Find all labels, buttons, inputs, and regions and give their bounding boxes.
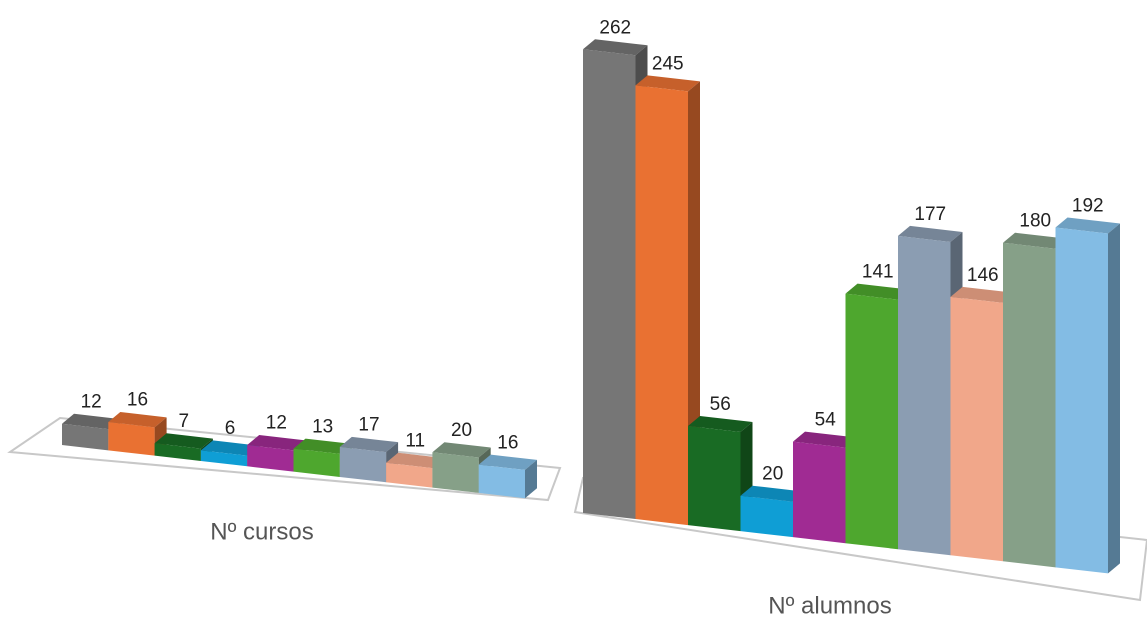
bar (200, 450, 248, 467)
bar-top (1055, 217, 1120, 234)
data-label: 54 (815, 410, 837, 431)
bar-top (200, 440, 260, 456)
bar (950, 296, 1003, 562)
bar-top (793, 431, 858, 448)
data-label: 12 (81, 391, 102, 412)
bar (898, 235, 951, 556)
data-label: 6 (225, 418, 236, 439)
bar-top (688, 415, 753, 432)
data-label: 245 (652, 53, 684, 74)
bar (62, 423, 109, 451)
category-label: Nº cursos (210, 518, 313, 545)
bar-top (62, 413, 121, 430)
data-label: 7 (178, 411, 189, 432)
bar-top (845, 283, 910, 300)
bar-top (247, 435, 306, 451)
data-label: 146 (967, 265, 999, 286)
bars: 12 16 7 6 12 13 17 11 20 16 262 245 56 20 54 141 177 146 1… (62, 17, 1120, 574)
bar (339, 446, 387, 483)
bar (688, 425, 741, 532)
bar-side (1108, 223, 1120, 574)
data-label: 20 (762, 464, 783, 485)
data-label: 56 (710, 394, 731, 415)
data-label: 180 (1019, 211, 1051, 232)
bar-top (635, 75, 700, 92)
bar (583, 49, 636, 520)
bar-top (108, 412, 167, 428)
data-label: 17 (358, 415, 379, 436)
bar (432, 452, 479, 493)
data-label: 13 (312, 416, 333, 437)
bar-top (478, 454, 537, 470)
data-label: 11 (405, 430, 425, 451)
data-label: 192 (1072, 196, 1104, 217)
data-label: 16 (127, 390, 148, 411)
data-label: 262 (599, 17, 631, 38)
bar (740, 495, 793, 538)
data-label: 20 (451, 420, 472, 441)
category-label: Nº alumnos (768, 592, 891, 619)
bar-top (432, 442, 491, 458)
data-label: 177 (914, 204, 946, 225)
data-label: 16 (497, 432, 518, 453)
bar (293, 448, 340, 477)
bar-top (583, 39, 648, 56)
data-label: 141 (862, 262, 894, 283)
bar-top (1003, 232, 1068, 249)
data-label: 12 (266, 413, 287, 434)
bar-top (950, 286, 1015, 303)
bar (478, 464, 525, 499)
bar (635, 85, 688, 526)
bar-side (688, 81, 700, 526)
bar (108, 422, 155, 456)
bar-top (386, 452, 445, 469)
bar (154, 443, 201, 461)
bar (1003, 242, 1056, 568)
bar (793, 441, 846, 544)
bar (1055, 227, 1108, 574)
bar-top (740, 485, 805, 502)
bar-top (339, 436, 399, 453)
bar (386, 462, 433, 488)
bar-top (898, 225, 963, 242)
bar-side (525, 459, 537, 499)
bar (845, 293, 898, 550)
bar-top (154, 433, 213, 449)
bar-top (293, 438, 352, 454)
bar (247, 445, 294, 472)
